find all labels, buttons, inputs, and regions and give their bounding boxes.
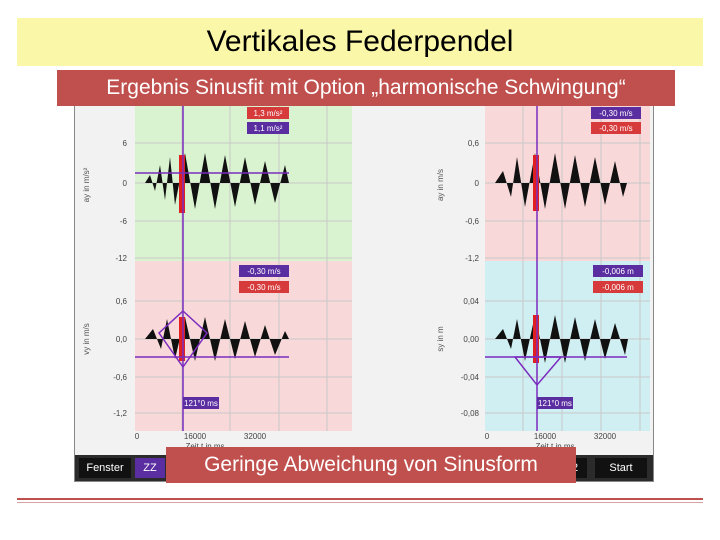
slide-subtitle: Ergebnis Sinusfit mit Option „harmonisch… — [106, 76, 626, 99]
xtick: 16000 — [534, 432, 557, 441]
fit-value-top-left-2: 1,1 m/s² — [254, 124, 283, 133]
signal-bottom-right — [495, 315, 628, 363]
fit-value-top-right-2: -0,30 m/s — [599, 124, 632, 133]
xtick: 16000 — [184, 432, 207, 441]
fit-value-bottom-right-2: -0,006 m — [602, 283, 634, 292]
caption-banner: Geringe Abweichung von Sinusform — [166, 447, 576, 483]
start-button[interactable]: Start — [595, 458, 647, 478]
xlabel-right: Zeit t in ms — [535, 442, 574, 451]
slide-caption: Geringe Abweichung von Sinusform — [204, 453, 538, 476]
grid-right — [485, 105, 650, 431]
slide-title: Vertikales Federpendel — [206, 25, 514, 58]
fit-value-bottom-left-1: -0,30 m/s — [247, 267, 280, 276]
fit-values: 1,3 m/s² 1,1 m/s² -0,30 m/s -0,30 m/s 12… — [183, 107, 643, 409]
ylabel-top-left: ay in m/s² — [82, 167, 91, 202]
signal-top-left — [145, 153, 289, 209]
cursor-lines — [135, 105, 627, 431]
signal-traces — [145, 153, 628, 363]
zz-button[interactable]: ZZ — [135, 458, 165, 478]
ytick: 0 — [123, 179, 128, 188]
ytick: 0,00 — [463, 335, 479, 344]
xtick: 0 — [135, 432, 140, 441]
xtick: 0 — [485, 432, 490, 441]
window-button[interactable]: Fenster — [79, 458, 131, 478]
xtick: 32000 — [244, 432, 267, 441]
fit-value-bottom-right-1: -0,006 m — [602, 267, 634, 276]
ytick: -6 — [120, 217, 128, 226]
ytick: 6 — [123, 139, 128, 148]
ytick: -0,6 — [113, 373, 127, 382]
ytick: -1,2 — [465, 254, 479, 263]
fit-highlight — [179, 155, 539, 363]
ytick: 0,04 — [463, 297, 479, 306]
ytick: -0,04 — [461, 373, 480, 382]
graph-area: ay in m/s² vy in m/s ay in m/s sy in m 6… — [82, 105, 650, 451]
period-bottom-left: 121°0 ms — [184, 399, 218, 408]
ylabel-bottom-right: sy in m — [436, 326, 445, 352]
ytick: -12 — [115, 254, 127, 263]
ytick: -0,6 — [465, 217, 479, 226]
ytick: 0,6 — [116, 297, 128, 306]
ytick: -1,2 — [113, 409, 127, 418]
signal-bottom-left — [145, 317, 289, 361]
signal-top-right — [495, 153, 627, 209]
ytick: 0,0 — [116, 335, 128, 344]
period-bottom-right: 121°0 ms — [538, 399, 572, 408]
fit-value-top-left-1: 1,3 m/s² — [254, 109, 283, 118]
fit-value-bottom-left-2: -0,30 m/s — [247, 283, 280, 292]
footer-rule-thin — [17, 502, 703, 503]
slide-title-bar: Vertikales Federpendel — [17, 18, 703, 66]
ytick: 0,6 — [468, 139, 480, 148]
ytick: -0,08 — [461, 409, 480, 418]
xtick: 32000 — [594, 432, 617, 441]
fit-value-top-right-1: -0,30 m/s — [599, 109, 632, 118]
measurement-screenshot: ay in m/s² vy in m/s ay in m/s sy in m 6… — [74, 104, 654, 482]
ytick: 0 — [475, 179, 480, 188]
subtitle-banner: Ergebnis Sinusfit mit Option „harmonisch… — [57, 70, 675, 106]
ylabel-top-right: ay in m/s — [436, 169, 445, 201]
footer-rule — [17, 498, 703, 500]
ylabel-bottom-left: vy in m/s — [82, 323, 91, 355]
xlabel-left: Zeit t in ms — [185, 442, 224, 451]
